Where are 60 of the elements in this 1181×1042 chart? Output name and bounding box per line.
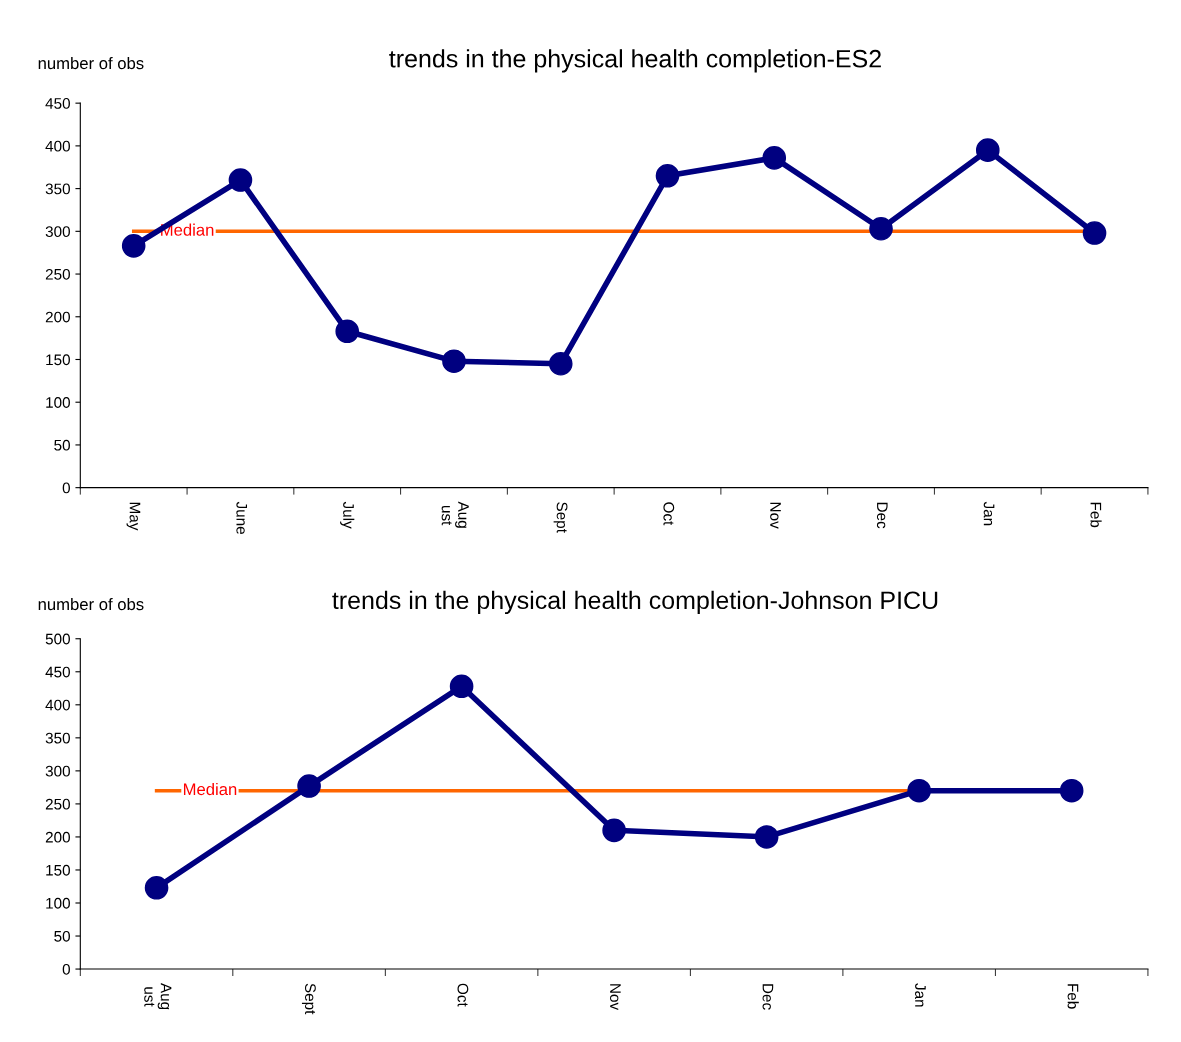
y-tick-label: 50 [54,439,70,451]
point [442,349,466,374]
y-tick-label: 250 [45,798,70,810]
point [655,163,680,188]
x-tick-label: June [236,501,248,534]
y-tick-label: 500 [45,633,70,645]
point [1059,778,1084,803]
y-tick-label: 250 [45,268,70,280]
point [144,875,169,900]
x-tick-label: Aug ust [144,982,172,1010]
point [121,234,146,258]
point [869,216,893,241]
x-tick-label: Aug ust [441,501,469,528]
point [975,138,1000,162]
x-tick-label: Oct [457,983,469,1007]
y-tick-label: 200 [45,831,70,843]
chart-title: trends in the physical health completion-ES2 [389,49,881,73]
y-tick-label: 300 [45,765,70,777]
y-tick-label: 0 [62,963,70,975]
y-tick-label: 300 [45,226,70,238]
y-tick-label: 150 [46,864,70,876]
y-tick-label: 50 [54,930,70,942]
point [754,825,779,849]
y-tick-label: 200 [45,311,70,323]
chart-title: trends in the physical health completion-Johnson PICU [332,590,938,615]
y-tick-label: 400 [45,140,70,152]
y-tick-label: 400 [45,699,70,711]
x-tick-label: Dec [876,502,888,529]
x-tick-label: Sept [301,983,316,1015]
point [335,319,360,344]
x-tick-label: Nov [770,502,781,529]
point [907,778,931,803]
x-tick-label: Dec [762,984,774,1010]
x-tick-label: May [126,502,141,531]
x-tick-label: Oct [663,502,675,526]
point [602,818,626,843]
point [1082,221,1107,245]
point [762,146,787,170]
x-tick-label: July [340,501,355,529]
x-tick-label: Nov [610,984,621,1011]
x-tick-label: Jan [915,983,926,1007]
y-tick-label: 450 [45,666,70,678]
y-tick-label: 100 [46,397,70,408]
y-tick-label: 450 [45,98,70,109]
y-tick-label: 150 [46,354,70,366]
point [228,168,253,192]
y-tick-label: 0 [62,482,70,494]
y-axis-title: number of obs [38,597,144,611]
y-axis-title: number of obs [38,56,144,70]
point [548,351,573,376]
point [449,674,474,699]
y-tick-label: 350 [45,732,70,744]
x-tick-label: Feb [1090,502,1102,528]
y-tick-label: 350 [45,183,70,195]
x-tick-label: Feb [1067,984,1079,1009]
point [297,774,321,798]
x-tick-label: Sept [553,502,568,533]
x-tick-label: Jan [983,501,995,526]
ref-line-label: Median [183,782,237,796]
y-tick-label: 100 [46,897,70,909]
